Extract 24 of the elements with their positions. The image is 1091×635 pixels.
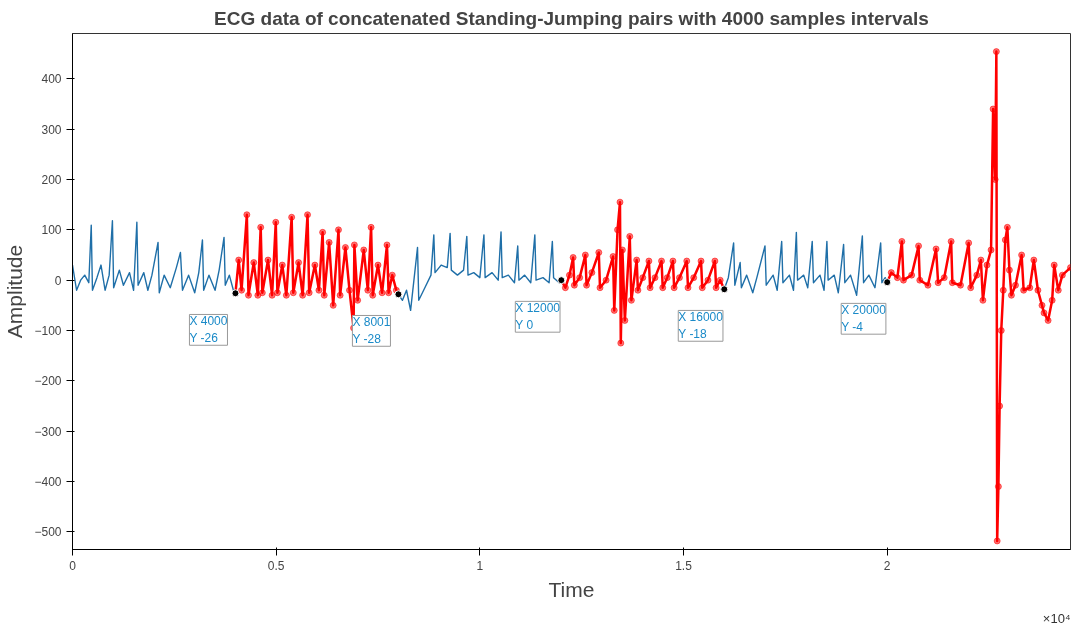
y-tick-label: −500 — [34, 525, 62, 540]
y-tick-label: 300 — [41, 122, 62, 137]
annotation: X 8001 Y -28 — [352, 315, 391, 347]
x-tick-label: 1.5 — [675, 558, 693, 573]
x-tick-label: 2 — [883, 558, 891, 573]
x-tick-label: 1 — [476, 558, 484, 573]
x-axis-title: Time — [548, 577, 595, 601]
chart-title: ECG data of concatenated Standing-Jumping pairs with 4000 samples intervals — [214, 7, 929, 29]
x-tick-label: 0.5 — [267, 558, 285, 573]
annotation: X 20000 Y -4 — [841, 303, 887, 335]
annotation: X 12000 Y 0 — [515, 301, 561, 333]
y-tick-label: 100 — [41, 223, 62, 238]
annotation: X 4000 Y -26 — [189, 314, 228, 346]
y-axis-title: Amplitude — [3, 244, 27, 339]
y-tick-label: −400 — [34, 475, 62, 490]
text: ×10⁴ — [1042, 610, 1071, 626]
x-tick-label: 0 — [69, 558, 77, 573]
y-tick-label: −100 — [34, 324, 62, 339]
y-tick-label: 0 — [54, 273, 62, 288]
y-tick-label: 200 — [41, 172, 62, 187]
y-tick-label: −200 — [34, 374, 62, 389]
y-tick-label: −300 — [34, 424, 62, 439]
y-tick-label: 400 — [41, 72, 62, 87]
annotation: X 16000 Y -18 — [678, 310, 724, 342]
